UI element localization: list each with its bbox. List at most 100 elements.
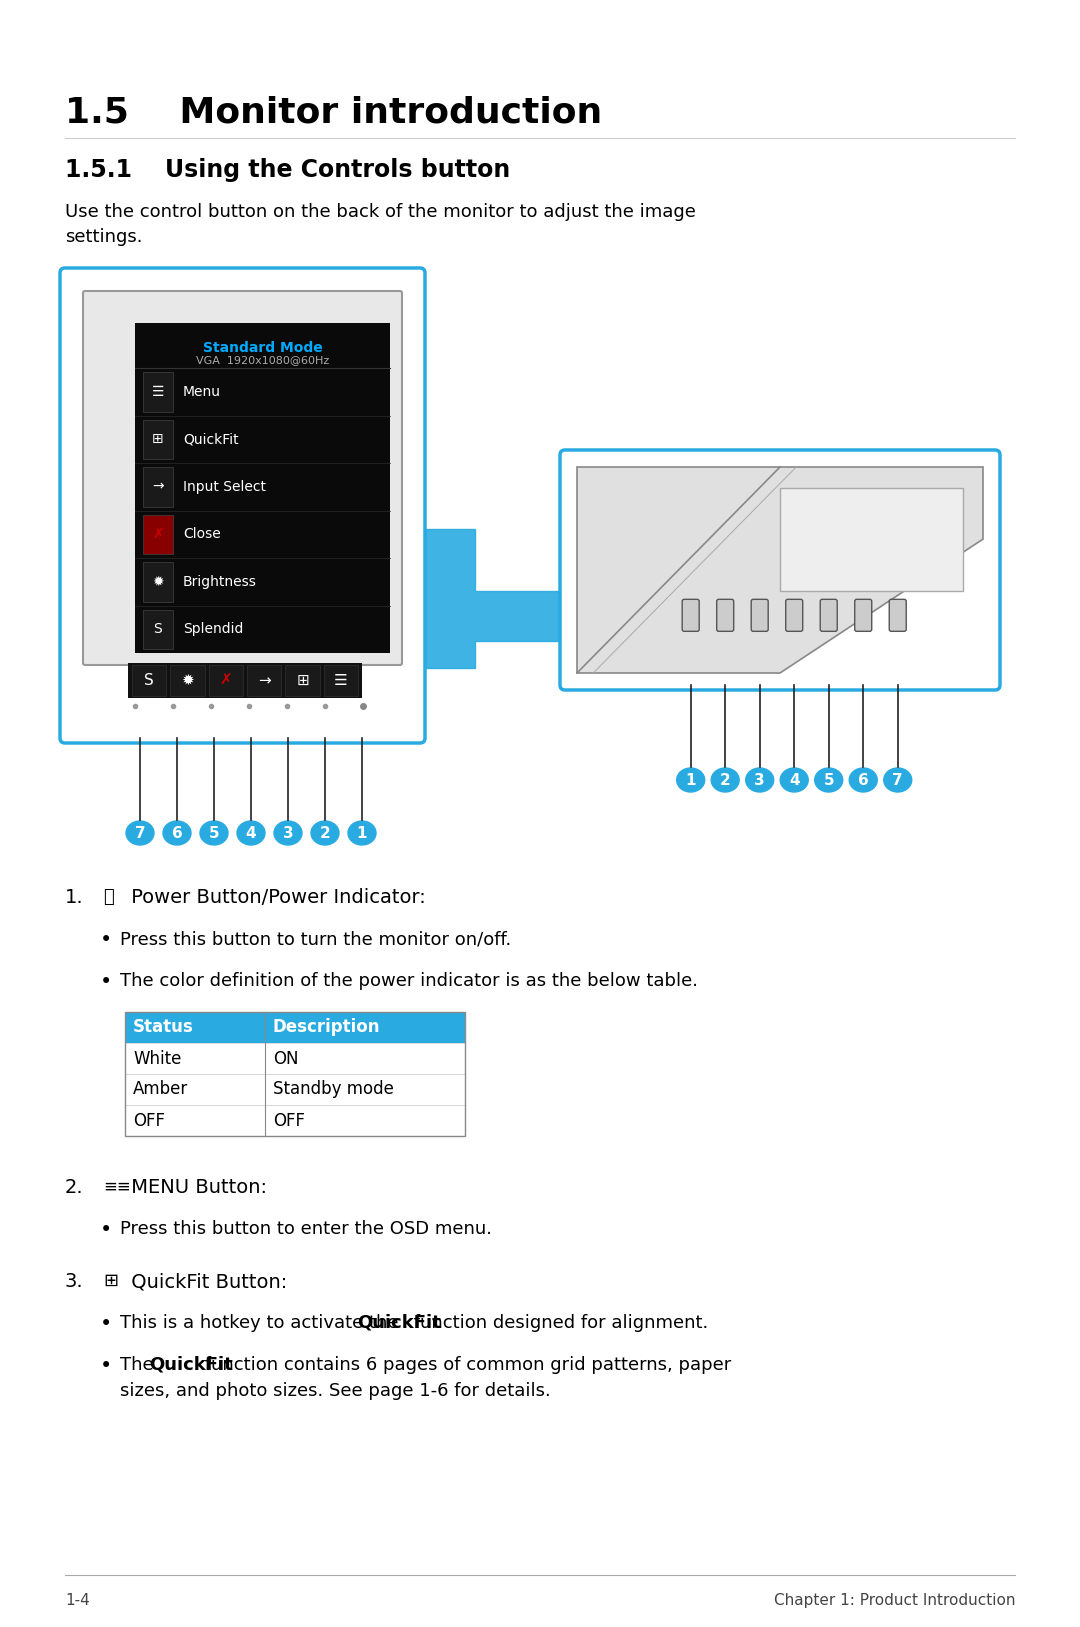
Text: 1.5    Monitor introduction: 1.5 Monitor introduction [65, 94, 603, 129]
Text: 1: 1 [356, 825, 367, 841]
Ellipse shape [274, 822, 302, 844]
Text: 3.: 3. [65, 1272, 83, 1290]
FancyBboxPatch shape [889, 599, 906, 631]
Text: →: → [152, 480, 164, 493]
Ellipse shape [126, 822, 154, 844]
Polygon shape [426, 529, 561, 669]
Text: Power Button/Power Indicator:: Power Button/Power Indicator: [125, 888, 426, 906]
Text: Chapter 1: Product Introduction: Chapter 1: Product Introduction [773, 1593, 1015, 1607]
Ellipse shape [849, 768, 877, 792]
Text: 6: 6 [172, 825, 183, 841]
Text: Input Select: Input Select [183, 480, 266, 493]
Bar [125, 1012, 465, 1136]
Text: •: • [100, 1315, 112, 1334]
Text: S: S [153, 622, 162, 636]
FancyBboxPatch shape [717, 599, 733, 631]
Text: Status: Status [133, 1019, 193, 1036]
Text: •: • [100, 1220, 112, 1240]
FancyBboxPatch shape [854, 599, 872, 631]
Ellipse shape [163, 822, 191, 844]
Text: function contains 6 pages of common grid patterns, paper: function contains 6 pages of common grid… [200, 1355, 732, 1373]
Bar [247, 665, 281, 696]
FancyBboxPatch shape [683, 599, 699, 631]
Text: →: → [258, 674, 271, 688]
Text: 2: 2 [320, 825, 330, 841]
Text: 2: 2 [719, 773, 730, 787]
Text: Standby mode: Standby mode [273, 1080, 394, 1098]
Ellipse shape [712, 768, 739, 792]
Bar [143, 610, 173, 649]
Text: ☰: ☰ [334, 674, 348, 688]
Text: OFF: OFF [273, 1111, 305, 1129]
Text: 1: 1 [686, 773, 696, 787]
Text: 7: 7 [135, 825, 146, 841]
Bar [125, 1074, 465, 1105]
Text: ⏻: ⏻ [103, 888, 113, 906]
Text: 5: 5 [208, 825, 219, 841]
Text: VGA  1920x1080@60Hz: VGA 1920x1080@60Hz [195, 355, 329, 364]
Text: White: White [133, 1049, 181, 1067]
Bar [171, 665, 205, 696]
Ellipse shape [348, 822, 376, 844]
Ellipse shape [883, 768, 912, 792]
FancyBboxPatch shape [820, 599, 837, 631]
Ellipse shape [745, 768, 773, 792]
Text: QuickFit: QuickFit [149, 1355, 232, 1373]
Text: 2.: 2. [65, 1178, 83, 1197]
Text: ⊞: ⊞ [296, 674, 309, 688]
FancyBboxPatch shape [83, 291, 402, 665]
Text: MENU Button:: MENU Button: [125, 1178, 267, 1197]
Text: 3: 3 [283, 825, 294, 841]
Bar [143, 514, 173, 555]
Text: ✹: ✹ [181, 674, 194, 688]
Bar [143, 561, 173, 602]
Text: 1-4: 1-4 [65, 1593, 90, 1607]
Text: 5: 5 [823, 773, 834, 787]
Text: Standard Mode: Standard Mode [203, 342, 322, 355]
Text: 4: 4 [245, 825, 256, 841]
Text: ✹: ✹ [152, 574, 164, 589]
Text: The color definition of the power indicator is as the below table.: The color definition of the power indica… [120, 971, 698, 989]
Text: 3: 3 [755, 773, 765, 787]
Text: ON: ON [273, 1049, 298, 1067]
Text: QuickFit: QuickFit [357, 1315, 442, 1333]
Text: Use the control button on the back of the monitor to adjust the image
settings.: Use the control button on the back of th… [65, 203, 696, 246]
Bar [143, 373, 173, 412]
Text: Menu: Menu [183, 384, 221, 399]
Bar [132, 665, 166, 696]
Polygon shape [577, 467, 983, 674]
Text: ⊞: ⊞ [103, 1272, 118, 1290]
FancyBboxPatch shape [786, 599, 802, 631]
Text: QuickFit: QuickFit [183, 433, 239, 446]
Bar [143, 467, 173, 506]
FancyBboxPatch shape [561, 451, 1000, 690]
Ellipse shape [780, 768, 808, 792]
Text: OFF: OFF [133, 1111, 165, 1129]
Text: Amber: Amber [133, 1080, 188, 1098]
Text: Brightness: Brightness [183, 574, 257, 589]
Text: QuickFit Button:: QuickFit Button: [125, 1272, 287, 1290]
Text: 7: 7 [892, 773, 903, 787]
Bar [125, 1012, 465, 1043]
Text: 1.5.1    Using the Controls button: 1.5.1 Using the Controls button [65, 158, 510, 182]
Text: Splendid: Splendid [183, 622, 243, 636]
Text: sizes, and photo sizes. See page 1-6 for details.: sizes, and photo sizes. See page 1-6 for… [120, 1381, 551, 1399]
Bar [324, 665, 357, 696]
Text: ✗: ✗ [219, 674, 232, 688]
Text: function designed for alignment.: function designed for alignment. [408, 1315, 708, 1333]
Text: 6: 6 [858, 773, 868, 787]
Text: 1.: 1. [65, 888, 83, 906]
Bar [129, 662, 362, 698]
Text: •: • [100, 931, 112, 950]
Bar [285, 665, 320, 696]
FancyBboxPatch shape [60, 268, 426, 744]
Text: This is a hotkey to activate the: This is a hotkey to activate the [120, 1315, 404, 1333]
Text: Description: Description [273, 1019, 380, 1036]
Text: ☰: ☰ [152, 384, 164, 399]
Bar [125, 1043, 465, 1074]
Text: Press this button to enter the OSD menu.: Press this button to enter the OSD menu. [120, 1220, 492, 1238]
Text: ≡≡: ≡≡ [103, 1178, 131, 1196]
Text: ⊞: ⊞ [152, 433, 164, 446]
Text: Press this button to turn the monitor on/off.: Press this button to turn the monitor on… [120, 931, 511, 949]
Ellipse shape [814, 768, 842, 792]
